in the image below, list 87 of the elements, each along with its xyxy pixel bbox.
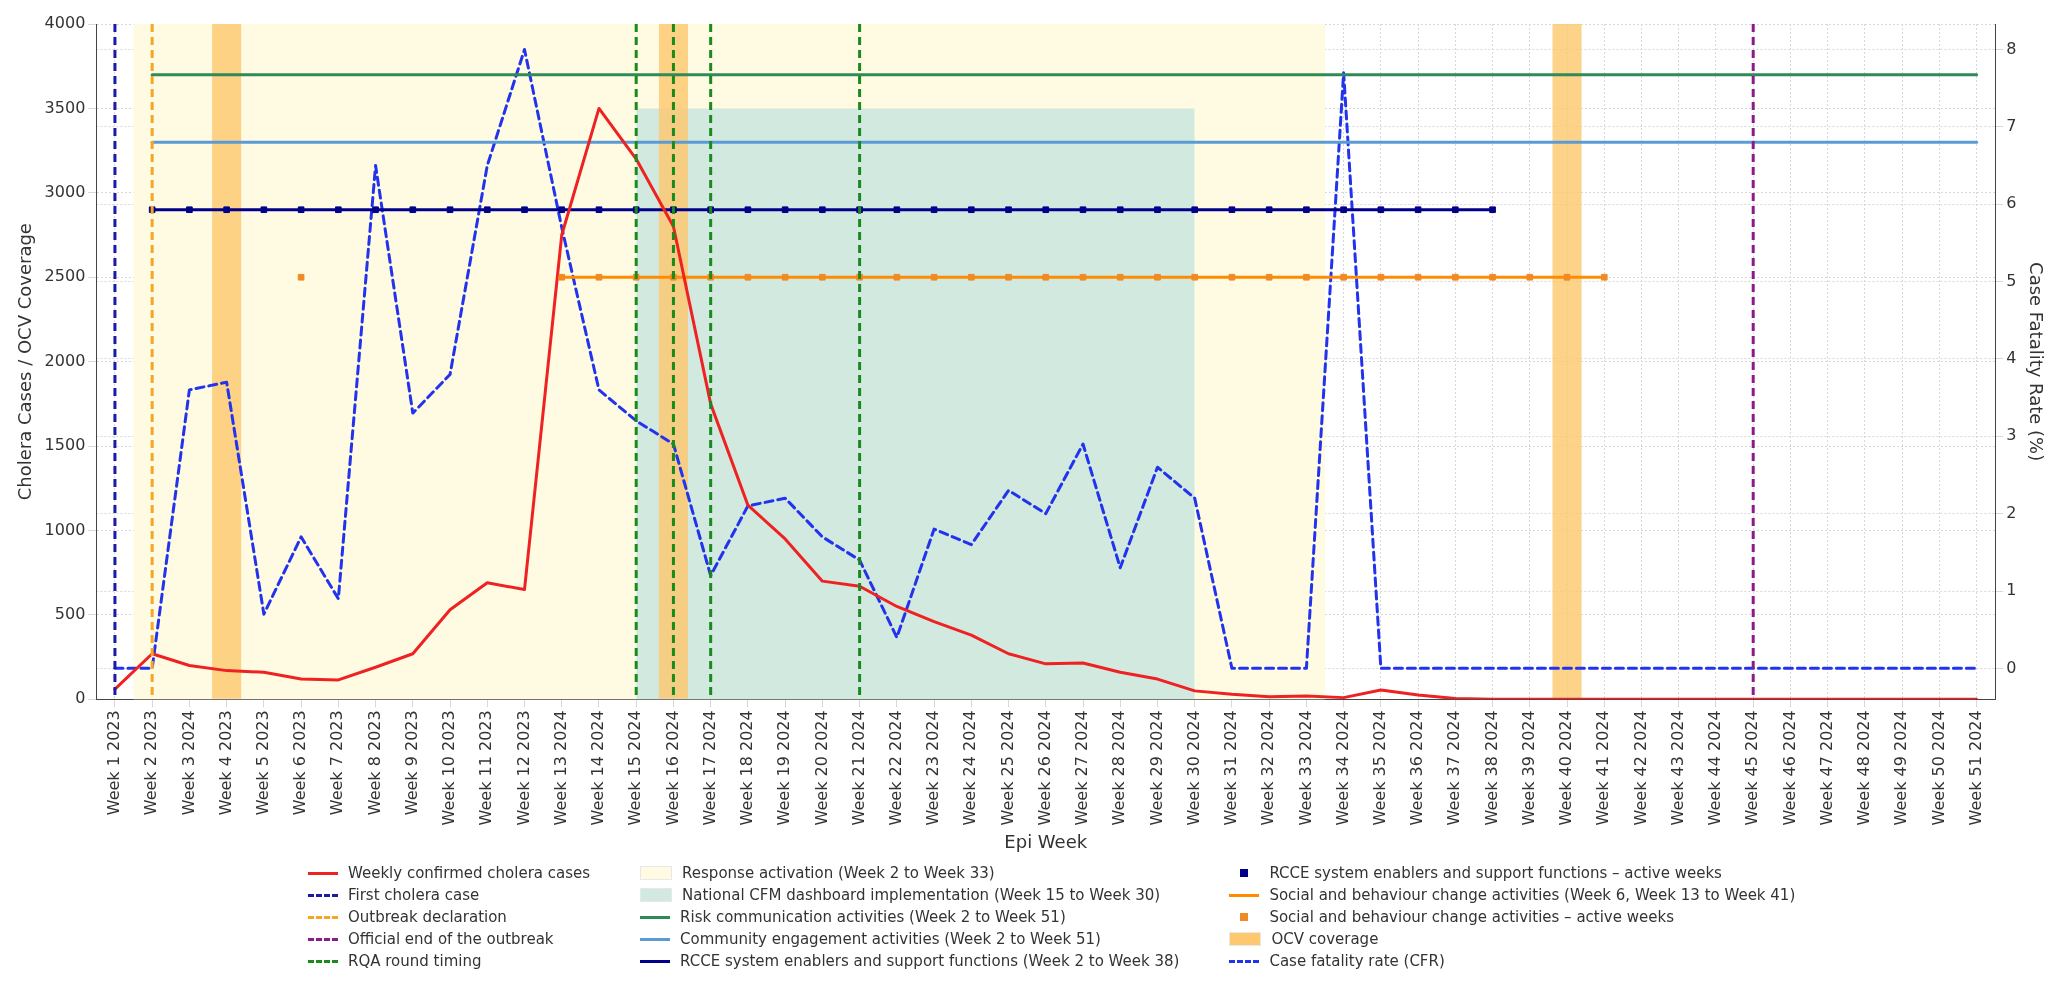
x-tick-label: Week 29 2024 xyxy=(1146,710,1166,826)
x-tick-label: Week 3 2024 xyxy=(178,710,198,816)
x-tick-label: Week 34 2024 xyxy=(1332,710,1352,826)
y-tick-label: 500 xyxy=(54,604,86,624)
legend-label: RCCE system enablers and support functions – active weeks xyxy=(1269,864,1722,882)
x-tick-label: Week 4 2023 xyxy=(215,710,235,816)
y2-tick-label: 8 xyxy=(2006,38,2017,58)
x-tick-label: Week 37 2024 xyxy=(1444,710,1464,826)
x-tick-label: Week 24 2024 xyxy=(960,710,980,826)
x-tick-label: Week 20 2024 xyxy=(811,710,831,826)
x-tick-label: Week 46 2024 xyxy=(1779,710,1799,826)
y2-tick-label: 4 xyxy=(2006,348,2017,368)
x-tick-label: Week 25 2024 xyxy=(997,710,1017,826)
x-tick-label: Week 40 2024 xyxy=(1556,710,1576,826)
y-tick-label: 1500 xyxy=(44,435,86,455)
legend-label: First cholera case xyxy=(348,886,480,904)
x-tick-label: Week 18 2024 xyxy=(737,710,757,826)
x-tick-label: Week 15 2024 xyxy=(625,710,645,826)
x-tick-label: Week 17 2024 xyxy=(699,710,719,826)
legend-label: Social and behaviour change activities (Week 6, Week 13 to Week 41) xyxy=(1269,886,1796,904)
x-tick-label: Week 36 2024 xyxy=(1407,710,1427,826)
x-tick-label: Week 23 2024 xyxy=(923,710,943,826)
x-tick-label: Week 2 2023 xyxy=(141,710,161,816)
x-tick-label: Week 47 2024 xyxy=(1816,710,1836,826)
y2-tick-label: 0 xyxy=(2006,657,2017,677)
legend-label: RCCE system enablers and support functions (Week 2 to Week 38) xyxy=(680,952,1180,970)
legend-label: National CFM dashboard implementation (Week 15 to Week 30) xyxy=(682,886,1161,904)
legend-label: Risk communication activities (Week 2 to Week 51) xyxy=(680,908,1066,926)
legend-label: RQA round timing xyxy=(348,952,482,970)
y-tick-label: 2500 xyxy=(44,266,86,286)
y-tick-label: 0 xyxy=(75,688,86,708)
legend-label: Community engagement activities (Week 2 to Week 51) xyxy=(680,930,1101,948)
x-tick-label: Week 30 2024 xyxy=(1183,710,1203,826)
legend-label: Response activation (Week 2 to Week 33) xyxy=(682,864,995,882)
y2-tick-label: 3 xyxy=(2006,425,2017,445)
y2-axis-title: Case Fatality Rate (%) xyxy=(2025,262,2047,462)
y2-tick-label: 5 xyxy=(2006,270,2017,290)
x-tick-label: Week 19 2024 xyxy=(774,710,794,826)
x-tick-label: Week 13 2024 xyxy=(550,710,570,826)
y2-tick-label: 7 xyxy=(2006,116,2017,136)
x-tick-label: Week 49 2024 xyxy=(1891,710,1911,826)
x-tick-label: Week 32 2024 xyxy=(1258,710,1278,826)
x-tick-label: Week 7 2023 xyxy=(327,710,347,816)
x-tick-label: Week 50 2024 xyxy=(1928,710,1948,826)
y-tick-label: 3000 xyxy=(44,181,86,201)
x-tick-label: Week 44 2024 xyxy=(1705,710,1725,826)
x-tick-label: Week 43 2024 xyxy=(1667,710,1687,826)
x-tick-label: Week 14 2024 xyxy=(588,710,608,826)
y2-tick-label: 1 xyxy=(2006,580,2017,600)
y2-tick-label: 2 xyxy=(2006,502,2017,522)
legend-label: Official end of the outbreak xyxy=(348,930,554,948)
y-tick-label: 4000 xyxy=(44,13,86,33)
x-tick-label: Week 12 2023 xyxy=(513,710,533,826)
x-tick-label: Week 48 2024 xyxy=(1854,710,1874,826)
legend-label: Outbreak declaration xyxy=(348,908,507,926)
x-tick-label: Week 9 2023 xyxy=(401,710,421,816)
x-tick-label: Week 5 2023 xyxy=(253,710,273,816)
x-tick-label: Week 39 2024 xyxy=(1518,710,1538,826)
y-axis-title: Cholera Cases / OCV Coverage xyxy=(14,223,36,501)
x-tick-label: Week 31 2024 xyxy=(1221,710,1241,826)
x-tick-label: Week 33 2024 xyxy=(1295,710,1315,826)
x-tick-label: Week 16 2024 xyxy=(662,710,682,826)
x-tick-label: Week 26 2024 xyxy=(1034,710,1054,826)
legend-label: OCV coverage xyxy=(1271,930,1379,948)
x-tick-label: Week 51 2024 xyxy=(1965,710,1985,826)
x-tick-label: Week 21 2024 xyxy=(848,710,868,826)
legend-label: Case fatality rate (CFR) xyxy=(1269,952,1445,970)
y-tick-label: 2000 xyxy=(44,350,86,370)
x-tick-label: Week 28 2024 xyxy=(1109,710,1129,826)
x-tick-label: Week 6 2023 xyxy=(290,710,310,816)
x-tick-label: Week 45 2024 xyxy=(1742,710,1762,826)
x-axis-title: Epi Week xyxy=(1004,830,1088,852)
x-tick-label: Week 42 2024 xyxy=(1630,710,1650,826)
legend-label: Social and behaviour change activities – active weeks xyxy=(1269,908,1674,926)
x-tick-label: Week 8 2023 xyxy=(364,710,384,816)
x-tick-label: Week 38 2024 xyxy=(1481,710,1501,826)
y2-tick-label: 6 xyxy=(2006,193,2017,213)
x-tick-label: Week 22 2024 xyxy=(885,710,905,826)
y-tick-label: 1000 xyxy=(44,519,86,539)
x-tick-label: Week 10 2023 xyxy=(439,710,459,826)
x-tick-label: Week 35 2024 xyxy=(1370,710,1390,826)
x-tick-label: Week 41 2024 xyxy=(1593,710,1613,826)
legend-label: Weekly confirmed cholera cases xyxy=(348,864,591,882)
x-tick-label: Week 27 2024 xyxy=(1072,710,1092,826)
x-tick-label: Week 1 2023 xyxy=(104,710,124,816)
x-tick-label: Week 11 2023 xyxy=(476,710,496,826)
y-tick-label: 3500 xyxy=(44,97,86,117)
